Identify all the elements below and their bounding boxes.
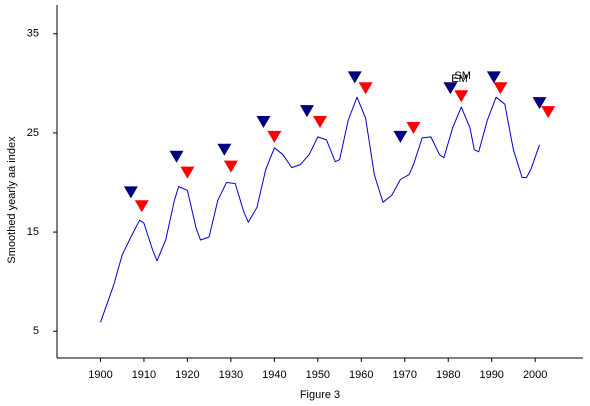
- marker: [223, 160, 238, 173]
- marker: [532, 97, 547, 110]
- marker: [358, 82, 373, 95]
- marker: [217, 143, 232, 156]
- marker: [486, 71, 501, 84]
- marker: [443, 82, 458, 95]
- marker: [493, 82, 508, 95]
- x-tick-label: 1930: [219, 369, 243, 381]
- marker: [313, 116, 327, 129]
- marker: [454, 90, 469, 103]
- x-tick-label: 1980: [436, 369, 460, 381]
- series-label: SM: [454, 70, 471, 82]
- marker: [123, 186, 138, 199]
- marker: [256, 116, 271, 129]
- marker: [267, 130, 282, 143]
- y-axis-label: Smoothed yearly aa index: [6, 136, 18, 264]
- marker: [299, 105, 314, 118]
- marker: [134, 200, 149, 213]
- series-label: EM: [451, 73, 468, 85]
- x-tick-label: 1960: [349, 369, 373, 381]
- x-tick-label: 1910: [132, 369, 156, 381]
- y-tick-label: 15: [27, 226, 39, 238]
- x-tick-label: 1970: [393, 369, 417, 381]
- x-tick-label: 1990: [479, 369, 503, 381]
- x-tick-label: 1900: [88, 369, 112, 381]
- x-tick-label: 1950: [306, 369, 330, 381]
- y-tick-label: 5: [33, 325, 39, 337]
- marker: [169, 150, 184, 163]
- y-tick-label: 35: [27, 28, 39, 40]
- marker: [406, 121, 421, 134]
- x-tick-label: 1920: [175, 369, 199, 381]
- marker: [393, 130, 408, 143]
- marker: [347, 71, 362, 84]
- x-tick-label: 2000: [523, 369, 547, 381]
- caption: Figure 3: [300, 389, 340, 401]
- y-tick-label: 25: [27, 127, 39, 139]
- marker: [541, 106, 556, 119]
- x-tick-label: 1940: [262, 369, 286, 381]
- marker: [180, 166, 195, 179]
- line: [100, 96, 540, 323]
